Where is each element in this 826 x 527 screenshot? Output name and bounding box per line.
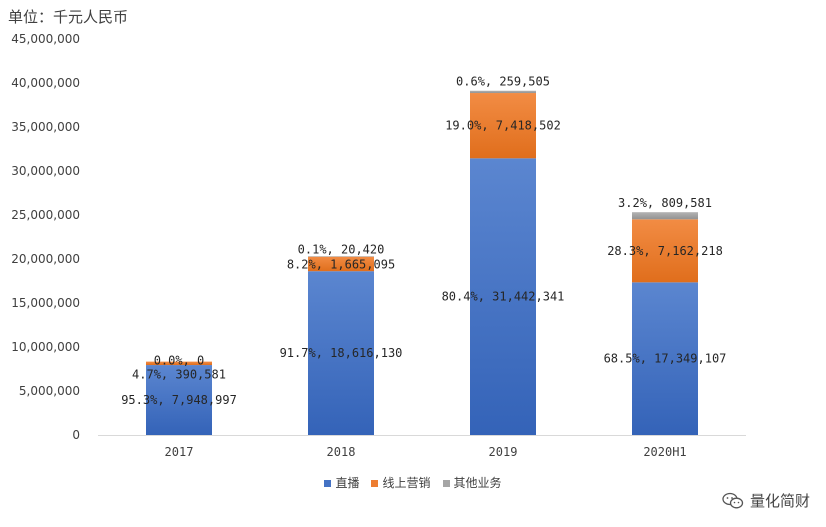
wechat-icon [722,492,744,508]
legend-item: 线上营销 [371,474,431,491]
x-tick-label: 2020H1 [643,445,686,459]
bar-segment [632,219,698,283]
watermark: 量化简财 [722,490,810,511]
legend-item: 直播 [324,474,359,491]
x-tick-label: 2019 [489,445,518,459]
bar-segment [308,256,374,272]
bar-segment [470,90,536,94]
y-tick-label: 5,000,000 [19,384,80,398]
bar-segment [308,271,374,435]
data-label: 91.7%, 18,616,130 [280,346,403,360]
unit-label: 单位：千元人民币 [8,8,129,26]
bar-segment [308,256,374,257]
data-label: 3.2%, 809,581 [618,196,712,210]
data-label: 68.5%, 17,349,107 [604,352,727,366]
legend-label: 其他业务 [453,476,502,490]
data-label: 95.3%, 7,948,997 [121,393,237,407]
y-tick-label: 0 [72,428,80,442]
y-tick-label: 10,000,000 [11,340,80,354]
bar-segment [470,93,536,159]
legend-label: 线上营销 [382,476,431,490]
bar-segment [632,212,698,220]
legend-swatch [324,480,332,487]
y-tick-label: 45,000,000 [11,32,80,46]
bar-segment [632,282,698,435]
chart-legend: 直播 线上营销 其他业务 [0,474,826,491]
y-tick-label: 40,000,000 [11,76,80,90]
data-label: 80.4%, 31,442,341 [442,290,565,304]
bar-segment [146,365,212,435]
data-label: 0.6%, 259,505 [456,75,550,89]
data-label: 0.0%, 0 [154,354,205,368]
data-label: 4.7%, 390,581 [132,368,226,382]
x-tick-label: 2017 [165,445,194,459]
y-tick-label: 35,000,000 [11,120,80,134]
bar-segment [470,158,536,435]
data-label: 0.1%, 20,420 [298,242,385,256]
y-tick-label: 20,000,000 [11,252,80,266]
legend-item: 其他业务 [442,474,502,491]
bar-segment [146,361,212,366]
stacked-bar-chart: 0 5,000,000 10,000,000 15,000,000 20,000,000… [11,32,746,459]
watermark-text: 量化简财 [749,492,810,510]
y-tick-label: 15,000,000 [11,296,80,310]
x-tick-label: 2018 [327,445,356,459]
data-label: 19.0%, 7,418,502 [445,119,561,133]
y-tick-label: 25,000,000 [11,208,80,222]
data-label: 28.3%, 7,162,218 [607,244,723,258]
y-tick-label: 30,000,000 [11,164,80,178]
data-label: 8.2%, 1,665,095 [287,258,395,272]
legend-swatch [442,480,450,487]
legend-label: 直播 [335,476,360,490]
legend-swatch [371,480,379,487]
